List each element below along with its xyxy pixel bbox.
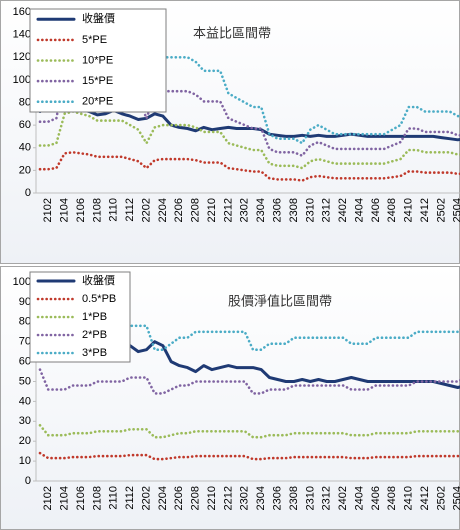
x-tick-label: 2204 xyxy=(157,486,169,510)
x-tick-label: 2210 xyxy=(206,486,218,510)
y-tick-label: 100 xyxy=(13,74,31,86)
y-tick-label: 10 xyxy=(19,455,31,467)
y-tick-label: 90 xyxy=(19,296,31,308)
x-tick-label: 2308 xyxy=(288,198,300,222)
legend-label: 2*PB xyxy=(82,329,107,341)
legend-label: 收盤價 xyxy=(82,11,115,25)
legend-label: 5*PE xyxy=(82,34,107,46)
legend-label: 20*PE xyxy=(82,96,113,108)
x-tick-label: 2312 xyxy=(321,486,333,510)
x-tick-label: 2504 xyxy=(452,486,460,510)
x-tick-label: 2404 xyxy=(353,198,365,222)
legend-box xyxy=(29,271,131,363)
series-line xyxy=(38,451,460,461)
y-tick-label: 0 xyxy=(25,187,31,199)
y-tick-label: 120 xyxy=(13,51,31,63)
x-tick-label: 2112 xyxy=(124,198,136,222)
y-tick-label: 40 xyxy=(19,142,31,154)
y-tick-label: 50 xyxy=(19,375,31,387)
x-tick-label: 2202 xyxy=(140,486,152,510)
x-tick-label: 2410 xyxy=(403,198,415,222)
x-tick-label: 2308 xyxy=(288,486,300,510)
x-tick-label: 2306 xyxy=(271,486,283,510)
y-tick-label: 60 xyxy=(19,356,31,368)
x-tick-label: 2106 xyxy=(75,198,87,222)
y-tick-label: 100 xyxy=(13,276,31,288)
x-tick-label: 2406 xyxy=(370,486,382,510)
x-tick-label: 2206 xyxy=(173,198,185,222)
x-tick-label: 2212 xyxy=(222,486,234,510)
x-tick-label: 2406 xyxy=(370,198,382,222)
y-tick-label: 80 xyxy=(19,316,31,328)
series-line xyxy=(38,28,460,145)
y-tick-label: 0 xyxy=(25,475,31,487)
chart-title: 股價淨值比區間帶 xyxy=(228,293,332,308)
y-tick-label: 30 xyxy=(19,415,31,427)
y-tick-label: 140 xyxy=(13,29,31,41)
x-tick-label: 2302 xyxy=(239,486,251,510)
x-tick-label: 2304 xyxy=(255,486,267,510)
x-tick-label: 2302 xyxy=(239,198,251,222)
x-tick-label: 2108 xyxy=(91,198,103,222)
series-line xyxy=(38,151,460,182)
x-tick-label: 2104 xyxy=(58,198,70,222)
x-tick-label: 2312 xyxy=(321,198,333,222)
x-tick-label: 2108 xyxy=(91,486,103,510)
y-tick-label: 20 xyxy=(19,164,31,176)
legend-box xyxy=(29,8,167,113)
series-line xyxy=(38,368,460,395)
x-tick-label: 2204 xyxy=(157,198,169,222)
y-tick-label: 20 xyxy=(19,435,31,447)
x-tick-label: 2408 xyxy=(386,486,398,510)
y-tick-label: 70 xyxy=(19,336,31,348)
x-tick-label: 2206 xyxy=(173,486,185,510)
x-tick-label: 2110 xyxy=(108,486,120,510)
x-tick-label: 2408 xyxy=(386,198,398,222)
legend-label: 收盤價 xyxy=(82,273,115,287)
x-tick-label: 2502 xyxy=(435,486,447,510)
x-tick-label: 2402 xyxy=(337,198,349,222)
legend-label: 0.5*PB xyxy=(82,293,116,305)
x-tick-label: 2412 xyxy=(419,486,431,510)
x-tick-label: 2212 xyxy=(222,198,234,222)
legend-label: 3*PB xyxy=(82,347,107,359)
x-tick-label: 2112 xyxy=(124,486,136,510)
legend-label: 1*PB xyxy=(82,311,107,323)
x-tick-label: 2110 xyxy=(108,198,120,222)
chart-title: 本益比區間帶 xyxy=(193,25,271,40)
x-tick-label: 2410 xyxy=(403,486,415,510)
x-tick-label: 2310 xyxy=(304,486,316,510)
legend: 收盤價 5*PE 10*PE 15*PE 20*PE xyxy=(29,8,167,113)
x-tick-label: 2106 xyxy=(75,486,87,510)
x-tick-label: 2404 xyxy=(353,486,365,510)
x-tick-label: 2208 xyxy=(190,486,202,510)
series-line xyxy=(38,424,460,439)
series-line xyxy=(38,110,460,170)
x-tick-label: 2310 xyxy=(304,198,316,222)
x-tick-label: 2210 xyxy=(206,198,218,222)
x-tick-label: 2202 xyxy=(140,198,152,222)
x-tick-label: 2104 xyxy=(58,486,70,510)
x-tick-label: 2502 xyxy=(435,198,447,222)
x-tick-label: 2304 xyxy=(255,198,267,222)
x-tick-label: 2208 xyxy=(190,198,202,222)
x-tick-label: 2504 xyxy=(452,198,460,222)
x-tick-label: 2412 xyxy=(419,198,431,222)
legend: 收盤價 0.5*PB 1*PB 2*PB 3*PB xyxy=(29,271,131,363)
x-tick-label: 2402 xyxy=(337,486,349,510)
y-tick-label: 80 xyxy=(19,96,31,108)
y-tick-label: 60 xyxy=(19,119,31,131)
y-tick-label: 40 xyxy=(19,395,31,407)
x-tick-label: 2102 xyxy=(42,486,54,510)
legend-label: 15*PE xyxy=(82,75,113,87)
legend-label: 10*PE xyxy=(82,54,113,66)
y-tick-label: 160 xyxy=(13,6,31,18)
x-tick-label: 2306 xyxy=(271,198,283,222)
x-tick-label: 2102 xyxy=(42,198,54,222)
